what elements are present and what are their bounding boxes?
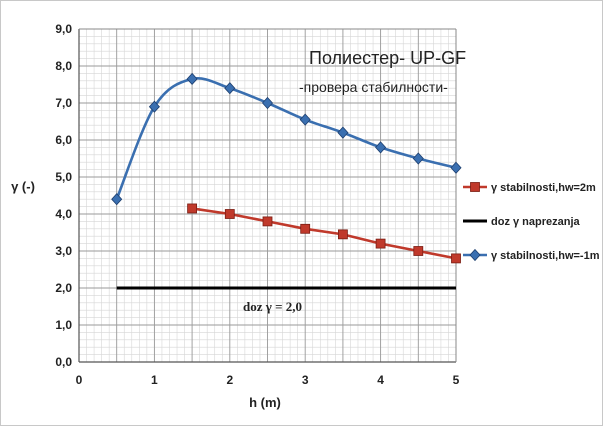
legend-label: γ stabilnosti,hw=2m [491, 182, 596, 194]
x-tick-label: 5 [453, 373, 460, 387]
legend-swatch-marker [470, 182, 480, 192]
legend-item: γ stabilnosti,hw=2m [463, 182, 596, 194]
x-tick-label: 3 [302, 373, 309, 387]
y-tick-label: 7,0 [55, 96, 72, 110]
data-point [375, 141, 387, 154]
data-point [261, 96, 274, 110]
y-tick-label: 0,0 [55, 355, 72, 369]
data-point [111, 193, 123, 206]
x-tick-label: 1 [151, 373, 158, 387]
legend: γ stabilnosti,hw=2m doz γ naprezanja γ sta… [463, 182, 600, 262]
y-tick-label: 1,0 [55, 318, 72, 332]
series-line [115, 76, 457, 200]
chart-annotation: doz γ = 2,0 [243, 299, 302, 314]
x-tick-label: 0 [76, 373, 83, 387]
data-point [300, 223, 311, 234]
y-tick-label: 4,0 [55, 207, 72, 221]
gridlines [78, 28, 457, 363]
data-point [224, 209, 235, 219]
y-tick-label: 6,0 [55, 133, 72, 147]
data-point [337, 126, 349, 139]
legend-item: γ stabilnosti,hw=-1m [463, 248, 600, 262]
tick-labels: 0 1 2 3 4 5 0,0 1,0 2,0 3,0 4,0 5,0 6,0 7,0 8,0 9,0 [55, 22, 459, 387]
data-point [187, 203, 198, 214]
x-tick-label: 2 [226, 373, 233, 387]
x-tick-label: 4 [377, 373, 384, 387]
y-tick-label: 8,0 [55, 59, 72, 73]
legend-label: γ stabilnosti,hw=-1m [491, 250, 600, 262]
axes [78, 28, 457, 363]
series-layer [111, 72, 462, 290]
y-tick-label: 2,0 [55, 281, 72, 295]
data-point [148, 100, 160, 113]
y-axis-label: γ (-) [11, 179, 35, 194]
data-point [224, 82, 236, 95]
x-axis-label: h (m) [249, 395, 281, 410]
legend-swatch-marker [469, 248, 481, 262]
chart-title: Полиестер- UP-GF [309, 48, 466, 68]
data-point [451, 253, 461, 264]
data-point [412, 152, 424, 165]
data-point [186, 72, 198, 86]
data-point [262, 216, 273, 227]
series-2 [111, 72, 462, 206]
series-0 [187, 203, 461, 264]
series-line [191, 207, 457, 260]
y-tick-label: 3,0 [55, 244, 72, 258]
data-point [337, 229, 348, 240]
legend-label: doz γ naprezanja [491, 216, 581, 228]
data-point [375, 238, 386, 249]
y-tick-label: 5,0 [55, 170, 72, 184]
data-point [450, 161, 462, 174]
y-tick-label: 9,0 [55, 22, 72, 36]
chart-subtitle: -провера стабилности- [299, 79, 448, 95]
data-point [299, 113, 311, 126]
data-point [413, 246, 424, 256]
legend-item: doz γ naprezanja [463, 216, 581, 228]
